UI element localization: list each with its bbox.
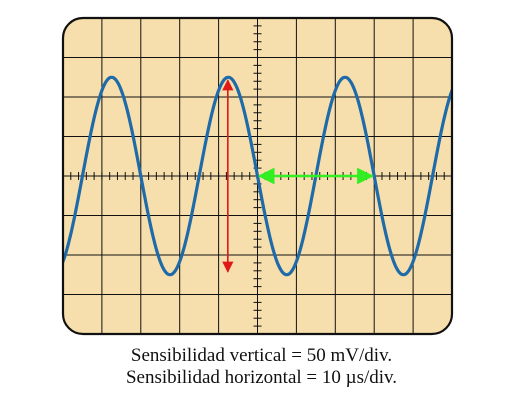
horizontal-sensitivity-label: Sensibilidad horizontal = 10 µs/div.: [125, 367, 398, 388]
vertical-sensitivity-label: Sensibilidad vertical = 50 mV/div.: [130, 345, 393, 366]
sine-waveform: [63, 75, 452, 277]
screen-frame: [61, 16, 454, 336]
